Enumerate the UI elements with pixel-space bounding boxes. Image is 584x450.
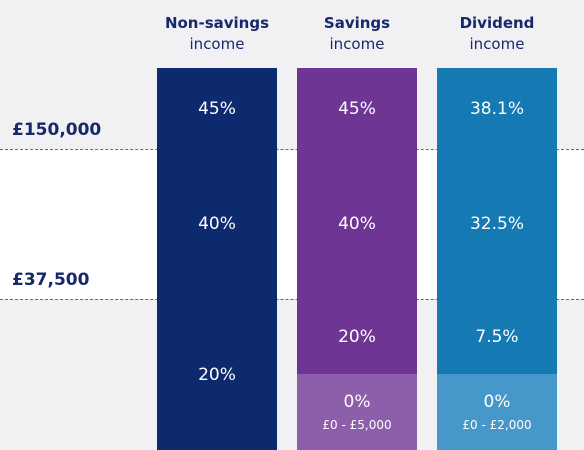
savings-zero-cell: 0% £0 - £5,000 <box>297 374 417 450</box>
savings-additional-rate: 45% <box>338 98 376 119</box>
threshold-label-upper: £150,000 <box>12 120 102 140</box>
non-savings-higher-rate: 40% <box>198 214 236 234</box>
savings-zero-rate: 0% <box>343 392 371 412</box>
header-savings: Savings income <box>287 13 427 54</box>
threshold-line-upper <box>0 149 584 150</box>
header-non-savings: Non-savings income <box>147 13 287 54</box>
savings-higher-rate: 40% <box>338 214 376 234</box>
dividend-zero-cell: 0% £0 - £2,000 <box>437 374 557 450</box>
savings-basic-rate: 20% <box>338 326 376 347</box>
dividend-basic-cell: 7.5% <box>437 299 557 374</box>
header-non-savings-title: Non-savings <box>164 14 270 32</box>
dividend-zero-range: £0 - £2,000 <box>462 418 532 432</box>
header-dividend: Dividend income <box>427 13 567 54</box>
non-savings-basic-rate: 20% <box>198 364 236 385</box>
dividend-higher-cell: 32.5% <box>437 149 557 299</box>
header-dividend-title: Dividend <box>459 14 535 32</box>
savings-zero-range: £0 - £5,000 <box>322 418 392 432</box>
non-savings-basic-cell: 20% <box>157 299 277 450</box>
header-non-savings-subtitle: income <box>189 35 245 53</box>
header-savings-subtitle: income <box>329 35 385 53</box>
savings-additional-cell: 45% <box>297 68 417 149</box>
dividend-basic-rate: 7.5% <box>475 326 519 347</box>
threshold-line-lower <box>0 299 584 300</box>
header-savings-title: Savings <box>323 14 391 32</box>
savings-basic-cell: 20% <box>297 299 417 374</box>
dividend-additional-cell: 38.1% <box>437 68 557 149</box>
non-savings-higher-cell: 40% <box>157 149 277 299</box>
savings-higher-cell: 40% <box>297 149 417 299</box>
threshold-label-lower: £37,500 <box>12 270 90 290</box>
header-dividend-subtitle: income <box>469 35 525 53</box>
dividend-zero-rate: 0% <box>483 392 511 412</box>
dividend-additional-rate: 38.1% <box>469 98 524 119</box>
dividend-higher-rate: 32.5% <box>469 214 524 234</box>
non-savings-additional-cell: 45% <box>157 68 277 149</box>
non-savings-additional-rate: 45% <box>198 98 236 119</box>
